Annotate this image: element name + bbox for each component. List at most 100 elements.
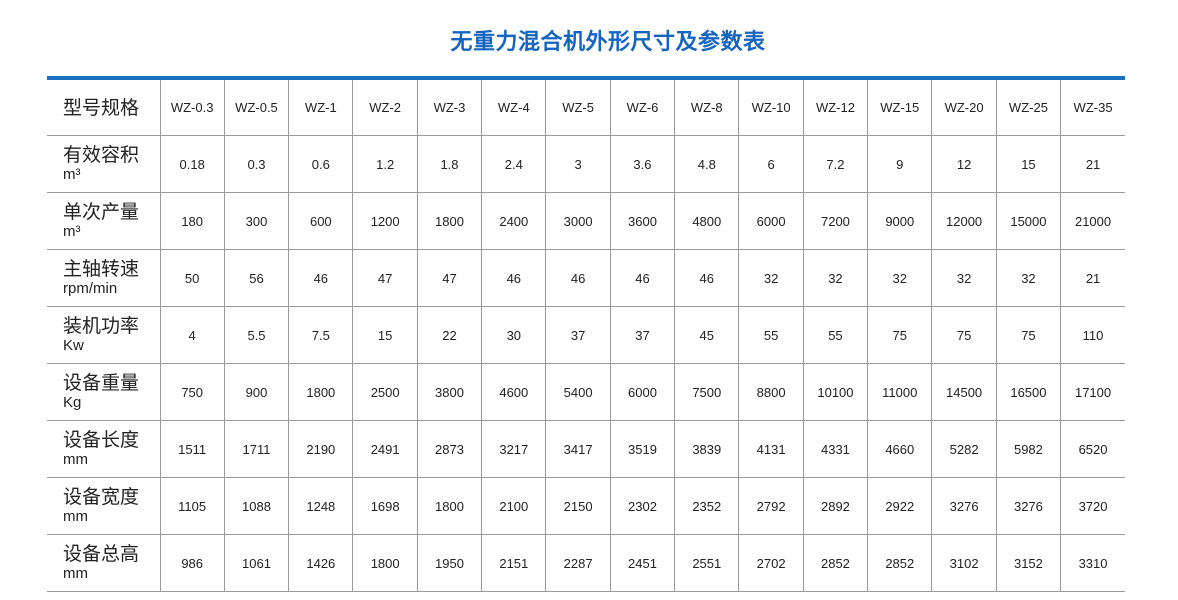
row-label: 设备重量 [63,372,140,394]
value-cell: 14500 [931,363,997,421]
value-cell: 16500 [996,363,1062,421]
value-cell: 56 [224,249,290,307]
value-cell: 1800 [417,192,483,250]
model-header-cell: WZ-0.3 [160,80,225,136]
value-cell: 2302 [610,477,676,535]
model-header-cell: WZ-15 [867,80,933,136]
value-cell: 21 [1060,249,1125,307]
value-cell: 47 [352,249,418,307]
page-title: 无重力混合机外形尺寸及参数表 [450,30,766,55]
value-cell: 3 [545,135,611,193]
value-cell: 1.8 [417,135,483,193]
value-cell: 12000 [931,192,997,250]
value-cell: 6 [738,135,804,193]
value-cell: 900 [224,363,290,421]
value-cell: 21 [1060,135,1125,193]
model-header-cell: WZ-12 [803,80,869,136]
model-header-cell: WZ-4 [481,80,547,136]
value-cell: 75 [996,306,1062,364]
row-label: 设备总高 [63,543,140,565]
value-cell: 110 [1060,306,1125,364]
value-cell: 1800 [288,363,354,421]
value-cell: 50 [160,249,225,307]
row-label-cell: 有效容积 m³ [47,135,161,193]
value-cell: 3276 [931,477,997,535]
table-row: 设备宽度 mm 1105 1088 1248 1698 1800 2100 2150 2302 23… [47,477,1125,535]
value-cell: 5.5 [224,306,290,364]
value-cell: 3102 [931,534,997,592]
value-cell: 3.6 [610,135,676,193]
row-label-cell: 设备总高 mm [47,534,161,592]
value-cell: 10100 [803,363,869,421]
header-row: 型号规格 WZ-0.3 WZ-0.5 WZ-1 WZ-2 WZ-3 WZ-4 WZ-5 WZ-… [47,80,1125,136]
value-cell: 6000 [610,363,676,421]
value-cell: 17100 [1060,363,1125,421]
value-cell: 32 [996,249,1062,307]
value-cell: 2792 [738,477,804,535]
value-cell: 2100 [481,477,547,535]
value-cell: 55 [803,306,869,364]
value-cell: 180 [160,192,225,250]
value-cell: 1.2 [352,135,418,193]
value-cell: 4660 [867,420,933,478]
value-cell: 75 [867,306,933,364]
model-header-cell: WZ-8 [674,80,740,136]
value-cell: 8800 [738,363,804,421]
model-header-cell: WZ-2 [352,80,418,136]
row-label: 有效容积 [63,144,140,166]
value-cell: 3276 [996,477,1062,535]
value-cell: 46 [674,249,740,307]
value-cell: 1800 [417,477,483,535]
table-row: 有效容积 m³ 0.18 0.3 0.6 1.2 1.8 2.4 3 3.6 4.8 6 7.2 9 12 1… [47,135,1125,193]
value-cell: 1800 [352,534,418,592]
value-cell: 46 [481,249,547,307]
value-cell: 37 [610,306,676,364]
value-cell: 4.8 [674,135,740,193]
value-cell: 11000 [867,363,933,421]
value-cell: 47 [417,249,483,307]
header-label: 型号规格 [63,96,140,119]
row-label: 设备长度 [63,429,140,451]
value-cell: 7.5 [288,306,354,364]
row-unit: Kw [63,337,84,354]
value-cell: 15000 [996,192,1062,250]
value-cell: 2400 [481,192,547,250]
model-header-cell: WZ-1 [288,80,354,136]
value-cell: 1950 [417,534,483,592]
model-header-cell: WZ-0.5 [224,80,290,136]
value-cell: 45 [674,306,740,364]
value-cell: 3800 [417,363,483,421]
value-cell: 7.2 [803,135,869,193]
value-cell: 21000 [1060,192,1125,250]
value-cell: 32 [803,249,869,307]
value-cell: 46 [545,249,611,307]
value-cell: 22 [417,306,483,364]
value-cell: 75 [931,306,997,364]
table-row: 设备重量 Kg 750 900 1800 2500 3800 4600 5400 6000 7500… [47,363,1125,421]
model-header-cell: WZ-25 [996,80,1062,136]
value-cell: 1061 [224,534,290,592]
model-header-cell: WZ-35 [1060,80,1125,136]
value-cell: 2892 [803,477,869,535]
value-cell: 1511 [160,420,225,478]
row-unit: mm [63,565,88,582]
row-label: 单次产量 [63,201,140,223]
value-cell: 7200 [803,192,869,250]
row-unit: m³ [63,223,81,240]
value-cell: 5400 [545,363,611,421]
value-cell: 15 [996,135,1062,193]
value-cell: 2852 [867,534,933,592]
value-cell: 15 [352,306,418,364]
value-cell: 5982 [996,420,1062,478]
value-cell: 2922 [867,477,933,535]
table-row: 主轴转速 rpm/min 50 56 46 47 47 46 46 46 46 32 32 32 32 32 2… [47,249,1125,307]
value-cell: 2852 [803,534,869,592]
row-label-cell: 设备宽度 mm [47,477,161,535]
value-cell: 30 [481,306,547,364]
row-unit: m³ [63,166,81,183]
value-cell: 2702 [738,534,804,592]
value-cell: 1200 [352,192,418,250]
value-cell: 4 [160,306,225,364]
model-header-cell: WZ-3 [417,80,483,136]
value-cell: 3000 [545,192,611,250]
